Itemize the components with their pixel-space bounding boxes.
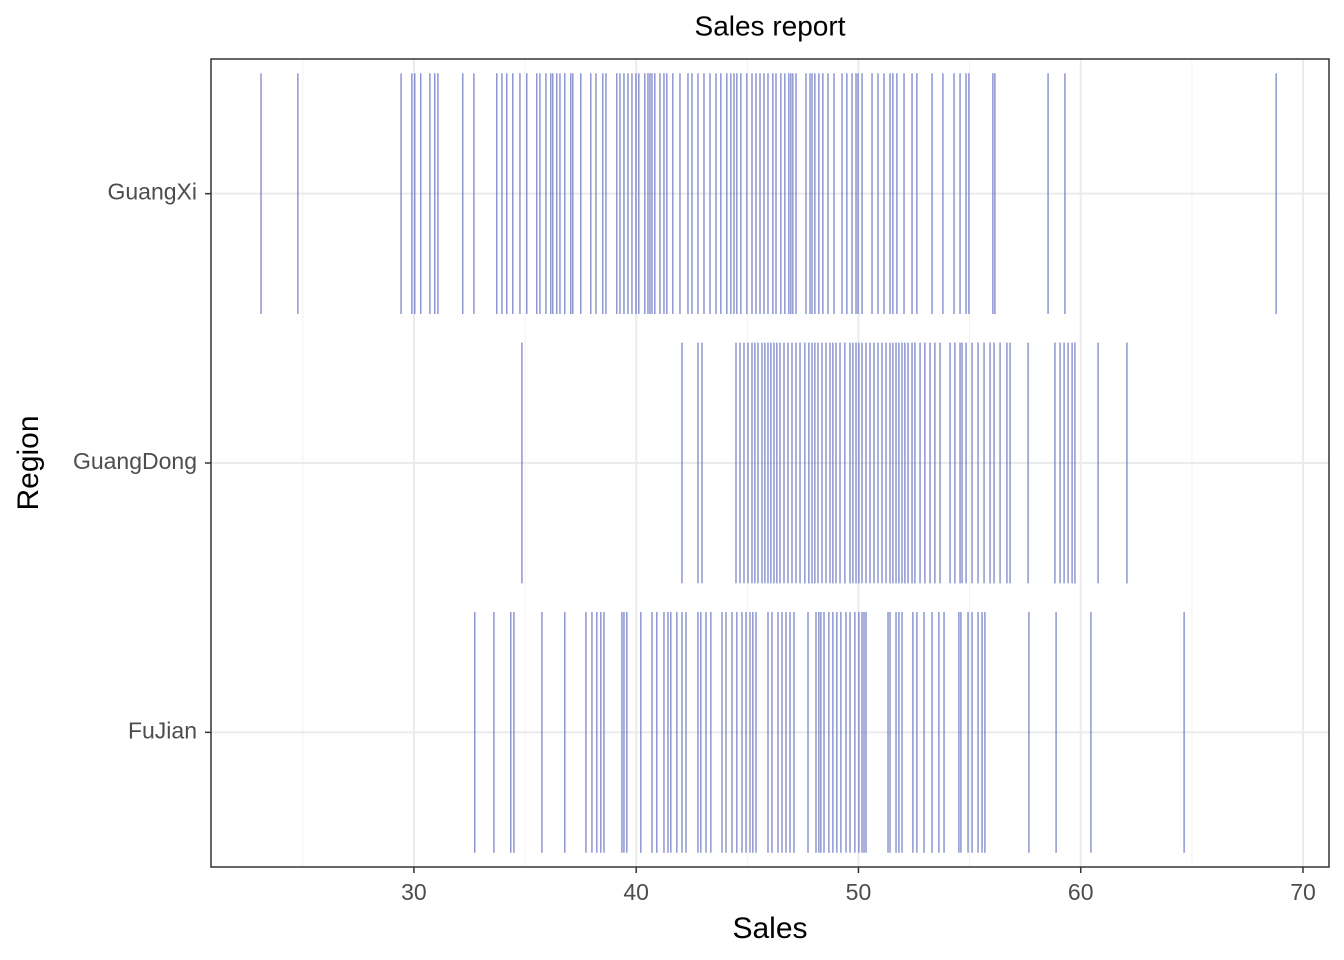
- y-tick-label: GuangDong: [73, 448, 197, 474]
- x-tick-label: 50: [846, 879, 872, 905]
- x-axis-label: Sales: [732, 912, 807, 945]
- y-tick-label: GuangXi: [107, 179, 197, 205]
- x-tick-label: 70: [1290, 879, 1316, 905]
- x-tick-label: 60: [1068, 879, 1094, 905]
- y-tick-label: FuJian: [128, 717, 197, 743]
- x-tick-label: 40: [623, 879, 649, 905]
- x-tick-label: 30: [401, 879, 427, 905]
- chart-title: Sales report: [695, 10, 846, 41]
- y-axis-label: Region: [12, 415, 45, 510]
